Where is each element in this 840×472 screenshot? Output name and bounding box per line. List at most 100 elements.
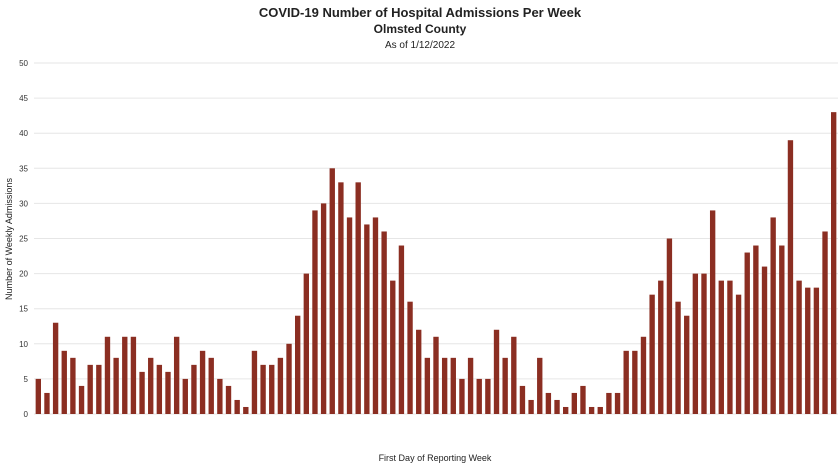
bar <box>286 343 292 414</box>
chart-subtitle: Olmsted County <box>374 22 467 36</box>
bar <box>251 350 258 414</box>
bar <box>450 357 456 414</box>
y-tick-label: 45 <box>19 94 28 103</box>
bar <box>312 210 318 414</box>
bar <box>260 364 266 414</box>
bar <box>269 364 275 414</box>
bar <box>822 231 828 414</box>
bar <box>303 273 309 414</box>
bar <box>372 217 379 414</box>
bar <box>165 371 171 414</box>
bar <box>329 168 335 414</box>
bar <box>545 392 552 414</box>
bar <box>416 329 422 414</box>
bar <box>727 280 733 414</box>
bar <box>692 273 699 414</box>
bar <box>217 378 223 414</box>
bar <box>70 357 76 414</box>
bars <box>35 112 837 414</box>
bar <box>191 364 197 414</box>
bar <box>735 294 742 414</box>
bar <box>44 392 50 414</box>
bar <box>364 224 370 414</box>
bar <box>805 287 811 414</box>
bar <box>614 392 621 414</box>
bar <box>225 385 232 414</box>
bar <box>78 385 85 414</box>
bar <box>398 245 405 414</box>
bar <box>424 357 431 414</box>
bar <box>476 378 482 414</box>
bar <box>104 336 111 414</box>
bar <box>493 329 500 414</box>
y-axis-label: Number of Weekly Admissions <box>4 178 14 300</box>
bar <box>519 385 526 414</box>
bar <box>87 364 93 414</box>
bar <box>563 406 569 414</box>
bar <box>459 378 465 414</box>
bar <box>709 210 716 414</box>
bar <box>580 385 586 414</box>
bar <box>623 350 629 414</box>
bar <box>502 357 508 414</box>
bar <box>632 350 638 414</box>
bar <box>52 322 59 414</box>
bar <box>640 336 647 414</box>
bar <box>467 357 474 414</box>
bar <box>606 392 612 414</box>
bar <box>597 406 603 414</box>
y-tick-label: 15 <box>19 305 28 314</box>
bar <box>831 112 837 414</box>
chart-title: COVID-19 Number of Hospital Admissions P… <box>259 5 582 20</box>
bar <box>139 371 145 414</box>
bar <box>277 357 284 414</box>
bar <box>96 364 102 414</box>
y-tick-label: 0 <box>24 410 29 419</box>
bar <box>588 406 595 414</box>
bar <box>346 217 353 414</box>
bar <box>390 280 396 414</box>
bar <box>208 357 214 414</box>
bar <box>511 336 517 414</box>
bar <box>407 301 413 414</box>
bar <box>684 315 690 414</box>
y-tick-label: 50 <box>19 59 28 68</box>
bar <box>156 364 163 414</box>
x-axis-label: First Day of Reporting Week <box>379 453 492 463</box>
bar <box>35 378 41 414</box>
bar <box>433 336 439 414</box>
y-tick-label: 30 <box>19 199 28 208</box>
bar <box>744 252 750 414</box>
bar <box>571 392 577 414</box>
bar <box>182 378 188 414</box>
bar <box>675 301 681 414</box>
bar <box>485 378 491 414</box>
bar <box>295 315 301 414</box>
bar <box>787 140 794 414</box>
bar <box>649 294 655 414</box>
bar <box>61 350 67 414</box>
y-tick-label: 5 <box>24 375 29 384</box>
bar <box>770 217 776 414</box>
y-axis-ticks: 0 5 10 15 20 25 30 35 40 45 50 <box>19 59 28 419</box>
bar <box>148 357 154 414</box>
bar <box>199 350 206 414</box>
bar <box>130 336 137 414</box>
y-tick-label: 35 <box>19 164 28 173</box>
bar <box>441 357 448 414</box>
bar <box>761 266 768 414</box>
bar <box>753 245 759 414</box>
bar <box>701 273 707 414</box>
bar <box>528 399 534 414</box>
bar <box>338 182 344 414</box>
y-tick-label: 40 <box>19 129 28 138</box>
bar <box>173 336 180 414</box>
bar <box>537 357 543 414</box>
bar <box>355 182 361 414</box>
bar <box>779 245 785 414</box>
bar <box>554 399 560 414</box>
bar <box>113 357 119 414</box>
y-tick-label: 25 <box>19 235 28 244</box>
